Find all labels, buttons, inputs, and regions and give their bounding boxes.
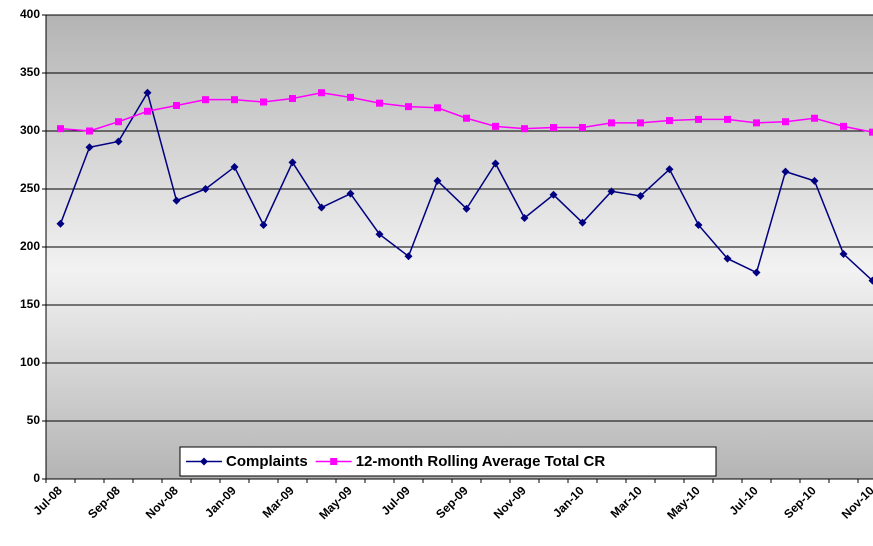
x-tick-label: Jul-10 [726, 483, 761, 518]
marker [231, 96, 238, 103]
marker [318, 89, 325, 96]
marker [724, 116, 731, 123]
x-tick-label: Mar-09 [260, 483, 297, 520]
marker [260, 99, 267, 106]
x-tick-label: Jul-08 [30, 483, 65, 518]
x-tick-label: Nov-10 [839, 483, 873, 521]
x-tick-label: Jul-09 [378, 483, 413, 518]
y-tick-label: 250 [20, 181, 40, 195]
marker [202, 96, 209, 103]
marker [115, 118, 122, 125]
marker [144, 108, 151, 115]
marker [753, 119, 760, 126]
marker [86, 128, 93, 135]
marker [579, 124, 586, 131]
marker [811, 115, 818, 122]
legend-label: Complaints [226, 453, 308, 470]
x-tick-label: Nov-09 [491, 483, 529, 521]
x-tick-label: Nov-08 [143, 483, 181, 521]
y-tick-label: 100 [20, 355, 40, 369]
marker [173, 102, 180, 109]
legend: Complaints 12-month Rolling Average Total… [180, 447, 716, 476]
marker [330, 458, 337, 465]
marker [289, 95, 296, 102]
y-tick-label: 350 [20, 65, 40, 79]
y-tick-label: 50 [27, 413, 41, 427]
marker [492, 123, 499, 130]
y-tick-label: 300 [20, 123, 40, 137]
y-tick-label: 400 [20, 7, 40, 21]
x-tick-label: Sep-10 [781, 483, 819, 521]
marker [840, 123, 847, 130]
marker [550, 124, 557, 131]
x-tick-label: May-09 [316, 483, 355, 522]
marker [405, 103, 412, 110]
x-tick-label: Sep-08 [85, 483, 123, 521]
y-tick-label: 150 [20, 297, 40, 311]
marker [434, 104, 441, 111]
marker [695, 116, 702, 123]
marker [521, 125, 528, 132]
marker [608, 119, 615, 126]
marker [666, 117, 673, 124]
marker [782, 118, 789, 125]
marker [376, 100, 383, 107]
x-tick-label: Jan-09 [202, 483, 239, 520]
x-tick-label: Mar-10 [608, 483, 645, 520]
x-tick-label: May-10 [664, 483, 703, 522]
legend-label: 12-month Rolling Average Total CR [356, 453, 606, 470]
marker [347, 94, 354, 101]
marker [463, 115, 470, 122]
x-tick-label: Jan-10 [550, 483, 587, 520]
y-tick-label: 200 [20, 239, 40, 253]
marker [57, 125, 64, 132]
x-tick-label: Sep-09 [433, 483, 471, 521]
y-tick-label: 0 [33, 471, 40, 485]
marker [869, 129, 873, 136]
marker [637, 119, 644, 126]
